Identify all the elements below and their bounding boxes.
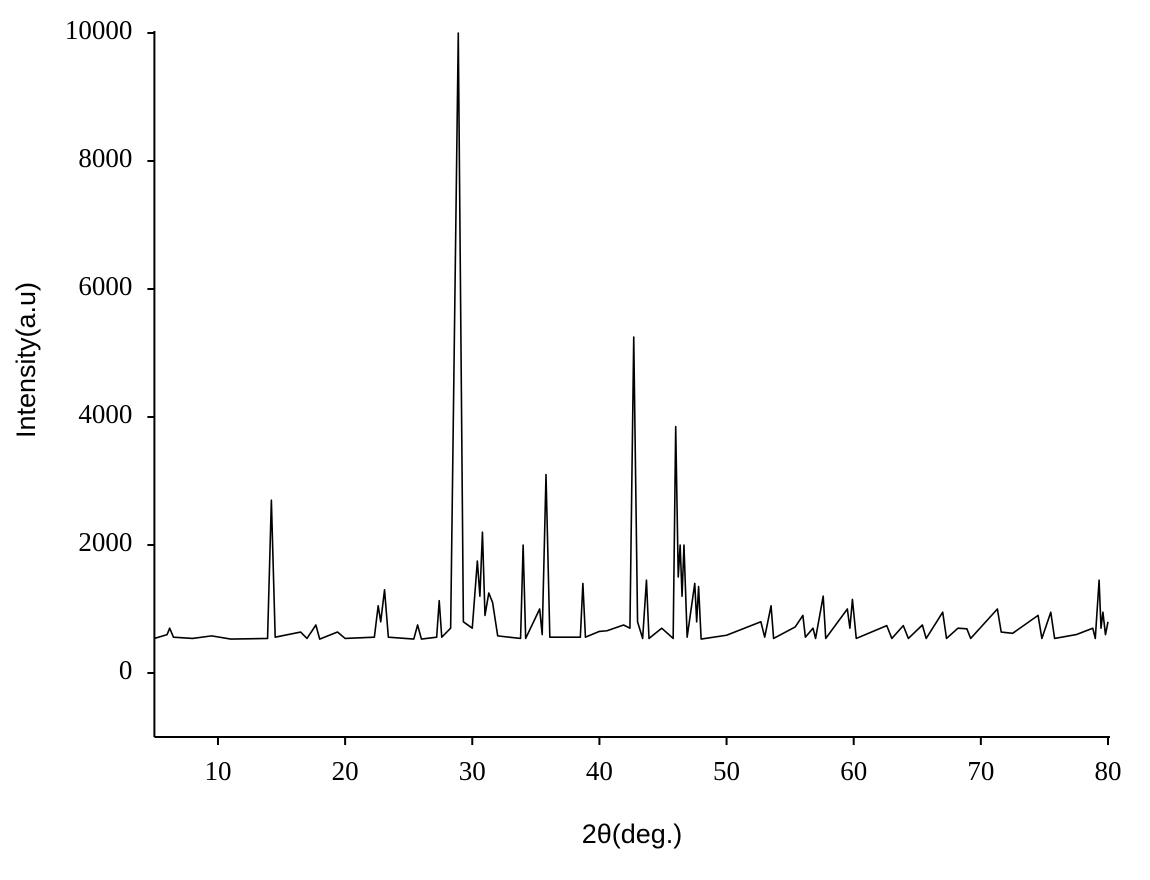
x-tick-label: 20 [332, 756, 359, 786]
x-tick-label: 30 [459, 756, 486, 786]
x-tick-label: 60 [840, 756, 867, 786]
x-tick-label: 80 [1095, 756, 1122, 786]
y-tick-label: 2000 [78, 527, 132, 557]
y-tick-label: 6000 [78, 271, 132, 301]
x-axis-label: 2θ(deg.) [582, 819, 683, 849]
y-axis-label: Intensity(a.u) [11, 282, 41, 438]
y-tick-label: 4000 [78, 399, 132, 429]
x-tick-label: 50 [713, 756, 740, 786]
x-tick-label: 70 [967, 756, 994, 786]
y-tick-label: 10000 [65, 15, 133, 45]
x-tick-label: 10 [204, 756, 231, 786]
y-tick-label: 0 [119, 655, 133, 685]
y-tick-label: 8000 [78, 143, 132, 173]
data-line [154, 32, 1109, 640]
x-tick-label: 40 [586, 756, 613, 786]
